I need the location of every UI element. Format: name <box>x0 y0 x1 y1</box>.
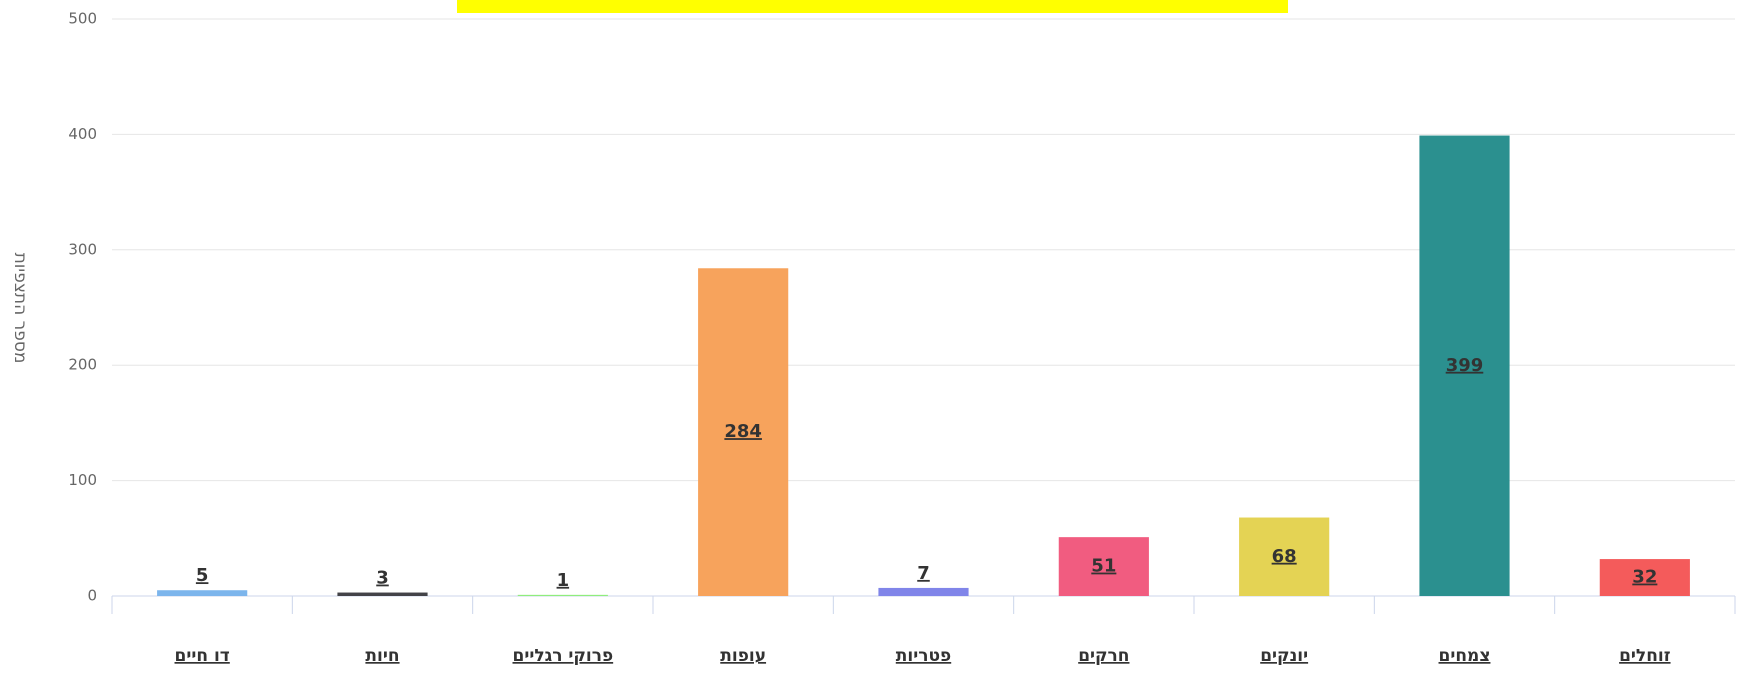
data-label: 7 <box>917 563 930 584</box>
bar <box>1058 537 1149 596</box>
y-tick-label: 0 <box>87 587 97 605</box>
y-tick-label: 100 <box>68 471 97 489</box>
y-axis-label: מספר התצפיות <box>10 253 30 364</box>
bar <box>1419 135 1510 596</box>
y-tick-label: 200 <box>68 356 97 374</box>
y-tick-label: 300 <box>68 240 97 258</box>
data-label: 284 <box>724 421 762 442</box>
bar <box>1599 559 1690 596</box>
x-tick-label: עופות <box>720 646 766 666</box>
bar <box>878 587 969 596</box>
x-tick-label: חרקים <box>1078 646 1129 666</box>
x-tick-label: זוחלים <box>1619 646 1671 666</box>
data-label: 32 <box>1632 567 1657 588</box>
data-label: 5 <box>196 565 209 586</box>
x-tick-label: דו חיים <box>175 646 230 666</box>
y-tick-label: 500 <box>68 10 97 28</box>
x-tick-label: פטריות <box>896 646 951 666</box>
data-label: 1 <box>557 570 570 591</box>
bar <box>337 592 428 596</box>
bar <box>157 590 248 596</box>
data-label: 68 <box>1272 546 1297 567</box>
x-tick-label: פרוקי רגליים <box>513 646 614 666</box>
data-label: 3 <box>376 568 389 589</box>
highlight-banner <box>457 0 1288 13</box>
data-label: 51 <box>1091 556 1116 577</box>
bar <box>517 594 608 596</box>
bar <box>698 268 789 596</box>
x-tick-label: צמחים <box>1439 646 1491 666</box>
x-tick-label: יונקים <box>1260 646 1308 666</box>
bar <box>1239 517 1330 596</box>
x-tick-label: חיות <box>365 646 399 666</box>
data-label: 399 <box>1446 355 1484 376</box>
y-tick-label: 400 <box>68 125 97 143</box>
